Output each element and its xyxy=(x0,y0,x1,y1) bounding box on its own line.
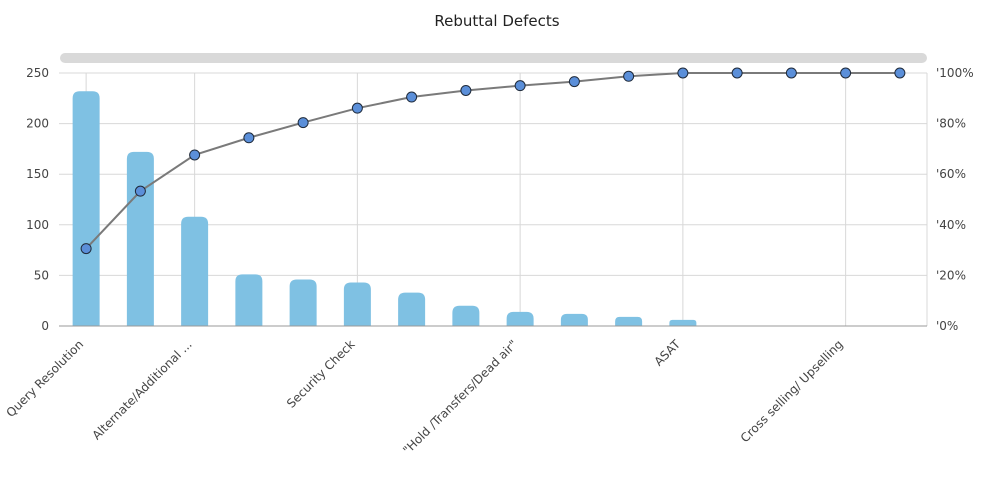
line-point[interactable] xyxy=(80,243,92,255)
chart-scrollbar[interactable] xyxy=(60,53,927,63)
line-point[interactable] xyxy=(134,185,146,197)
y2-tick-label: '80% xyxy=(936,117,966,131)
y-tick-label: 150 xyxy=(26,167,49,181)
x-tick-label: ASAT xyxy=(651,337,683,369)
x-tick-label: Alternate/Additional ... xyxy=(89,337,194,442)
line-point[interactable] xyxy=(514,80,526,92)
y2-tick-label: '60% xyxy=(936,167,966,181)
bar[interactable] xyxy=(560,313,588,326)
bar[interactable] xyxy=(235,274,263,326)
y2-tick-label: '100% xyxy=(936,66,974,80)
bar[interactable] xyxy=(615,316,643,326)
line-point[interactable] xyxy=(623,70,635,82)
bar[interactable] xyxy=(181,216,209,326)
line-point[interactable] xyxy=(297,117,309,129)
bar[interactable] xyxy=(289,279,317,326)
y2-tick-label: '40% xyxy=(936,218,966,232)
line-point[interactable] xyxy=(460,84,472,96)
line-point[interactable] xyxy=(189,149,201,161)
line-point[interactable] xyxy=(785,67,797,79)
bar[interactable] xyxy=(72,91,100,326)
y-tick-label: 0 xyxy=(41,319,49,333)
y-tick-label: 50 xyxy=(34,268,49,282)
bar[interactable] xyxy=(343,282,371,326)
x-tick-label: Security Check xyxy=(284,337,358,411)
bar[interactable] xyxy=(452,305,480,326)
line-point[interactable] xyxy=(677,67,689,79)
y2-tick-label: '0% xyxy=(936,319,958,333)
bar[interactable] xyxy=(506,311,534,326)
cumulative-line xyxy=(85,72,900,250)
x-tick-label: Query Resolution xyxy=(4,337,87,420)
chart-title: Rebuttal Defects xyxy=(434,12,559,30)
line-point[interactable] xyxy=(406,91,418,103)
bar[interactable] xyxy=(669,319,697,326)
x-tick-label: "Hold /Transfers/Dead air" xyxy=(400,337,520,457)
y-tick-label: 200 xyxy=(26,117,49,131)
line-point[interactable] xyxy=(568,76,580,88)
line-point[interactable] xyxy=(894,67,906,79)
bar-series xyxy=(72,91,697,326)
y2-tick-label: '20% xyxy=(936,268,966,282)
y-tick-label: 100 xyxy=(26,218,49,232)
x-tick-label: Cross selling/ Upselling xyxy=(738,337,846,445)
y-tick-label: 250 xyxy=(26,66,49,80)
bar[interactable] xyxy=(126,151,154,326)
line-point[interactable] xyxy=(351,102,363,114)
line-point[interactable] xyxy=(243,132,255,144)
bar[interactable] xyxy=(398,292,426,326)
cumulative-line-series xyxy=(80,67,906,255)
line-point[interactable] xyxy=(731,67,743,79)
line-point[interactable] xyxy=(840,67,852,79)
